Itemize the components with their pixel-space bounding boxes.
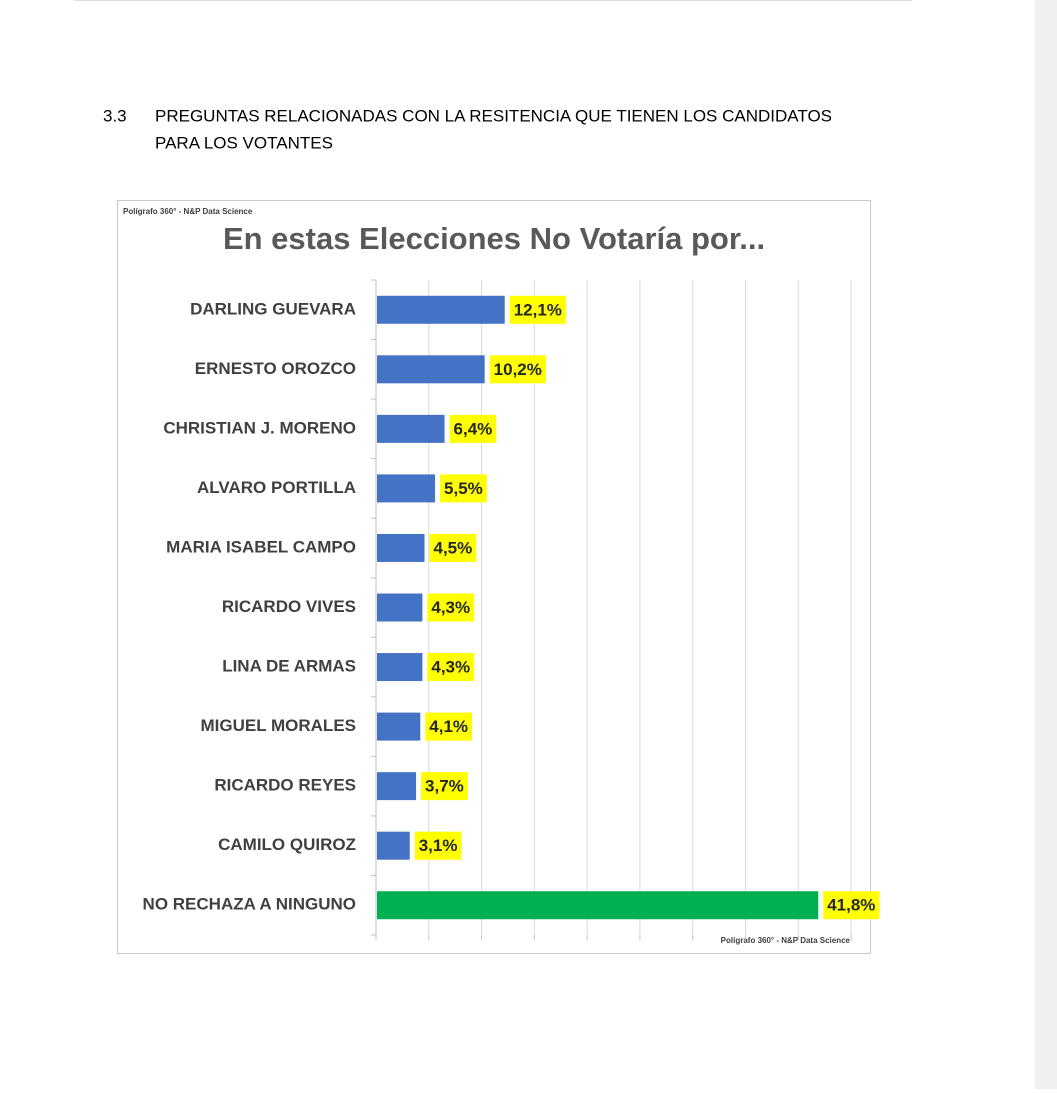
category-label: LINA DE ARMAS (222, 657, 356, 676)
category-label: CHRISTIAN J. MORENO (163, 418, 356, 437)
bar (377, 474, 436, 503)
section-number: 3.3 (103, 106, 127, 125)
value-label-box (449, 414, 497, 443)
category-label: CAMILO QUIROZ (218, 835, 356, 854)
bar (377, 414, 445, 443)
value-label: 4,3% (431, 658, 470, 677)
bar (377, 891, 819, 920)
category-label: DARLING GUEVARA (190, 299, 356, 318)
source: Polígrafo 360° - N&P Data Science (721, 936, 851, 945)
value-label: 3,7% (425, 777, 464, 796)
value-label: 4,5% (434, 538, 473, 557)
value-label-box (414, 831, 462, 860)
value-label: 12,1% (514, 300, 562, 319)
value-label-box (429, 533, 477, 562)
value-label: 10,2% (494, 360, 542, 379)
value-label-box (509, 295, 566, 324)
value-label: 5,5% (444, 479, 483, 498)
plot: DARLING GUEVARA 12,1% ERNESTO OROZCO 10,2% C… (143, 279, 880, 940)
bar (377, 831, 410, 860)
value-label: 4,3% (431, 598, 470, 617)
value-label-box (427, 593, 475, 622)
value-label-box (425, 712, 473, 741)
section-title: PREGUNTAS RELACIONADAS CON LA RESITENCIA… (155, 106, 832, 125)
value-label-box (440, 474, 487, 503)
watermark: Polígrafo 360° - N&P Data Science (123, 207, 253, 216)
value-label-box (823, 891, 880, 920)
chart-title: En estas Elecciones No Votaría por... (223, 221, 765, 256)
value-label-box (489, 355, 546, 384)
bar (377, 355, 485, 384)
value-label: 4,1% (429, 717, 468, 736)
category-label: MARIA ISABEL CAMPO (166, 537, 356, 556)
category-label: RICARDO VIVES (222, 597, 356, 616)
category-label: NO RECHAZA A NINGUNO (143, 895, 356, 914)
category-label: RICARDO REYES (214, 776, 356, 795)
category-label: MIGUEL MORALES (200, 716, 356, 735)
value-label-box (421, 772, 468, 801)
bar (377, 712, 421, 741)
section-title: PARA LOS VOTANTES (155, 133, 333, 152)
value-label: 6,4% (454, 419, 493, 438)
value-label-box (427, 653, 475, 682)
side-strip (1035, 0, 1057, 1089)
bar (377, 533, 425, 562)
category-label: ERNESTO OROZCO (195, 359, 356, 378)
bar (377, 593, 423, 622)
bar (377, 772, 417, 801)
value-label: 41,8% (827, 896, 875, 915)
bar (377, 653, 423, 682)
category-label: ALVARO PORTILLA (197, 478, 356, 497)
value-label: 3,1% (419, 836, 458, 855)
bar (377, 295, 505, 324)
